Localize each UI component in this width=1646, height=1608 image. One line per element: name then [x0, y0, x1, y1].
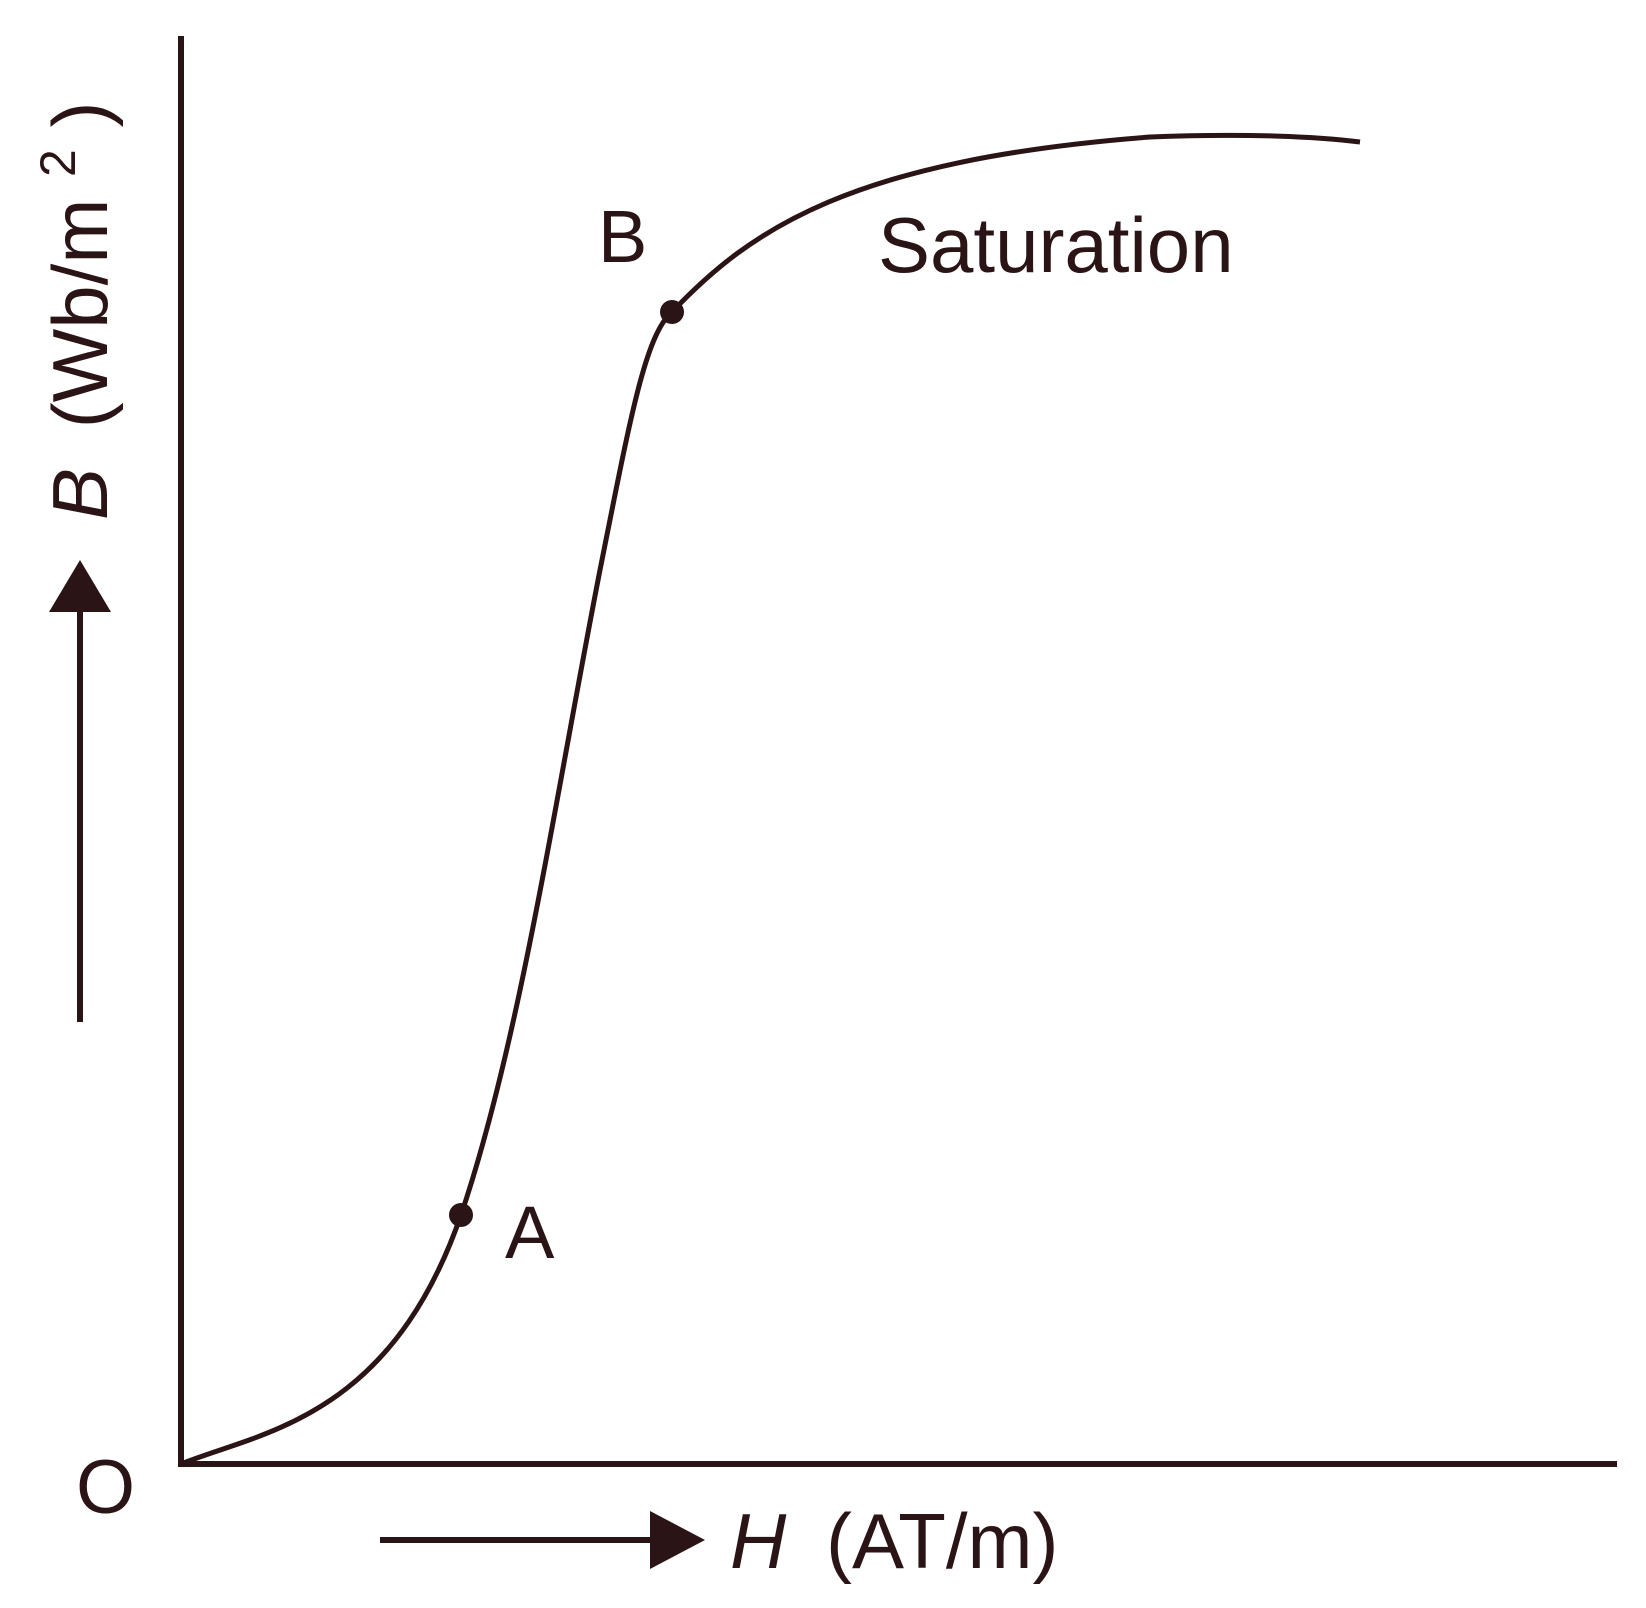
- point-b-marker: [660, 300, 684, 324]
- y-axis-unit: (Wb/m: [36, 199, 124, 429]
- saturation-label: Saturation: [878, 201, 1234, 289]
- x-axis-symbol: H: [730, 1497, 787, 1585]
- x-axis-arrow-head: [650, 1511, 705, 1569]
- magnetization-curve: [180, 132, 1361, 1467]
- y-axis-unit-close: ): [36, 102, 124, 128]
- y-axis-label: B (Wb/m 2 ): [4, 102, 124, 520]
- origin-label: O: [76, 1445, 135, 1530]
- point-a-marker: [449, 1203, 473, 1227]
- y-axis-unit-superscript: 2: [30, 149, 86, 177]
- point-a-label: A: [505, 1191, 555, 1274]
- y-axis-arrow-head: [49, 560, 111, 612]
- x-axis-label: H (AT/m): [730, 1497, 1059, 1585]
- point-b-label: B: [598, 195, 647, 278]
- x-axis-unit: (AT/m): [826, 1497, 1058, 1585]
- y-axis-symbol: B: [36, 468, 124, 520]
